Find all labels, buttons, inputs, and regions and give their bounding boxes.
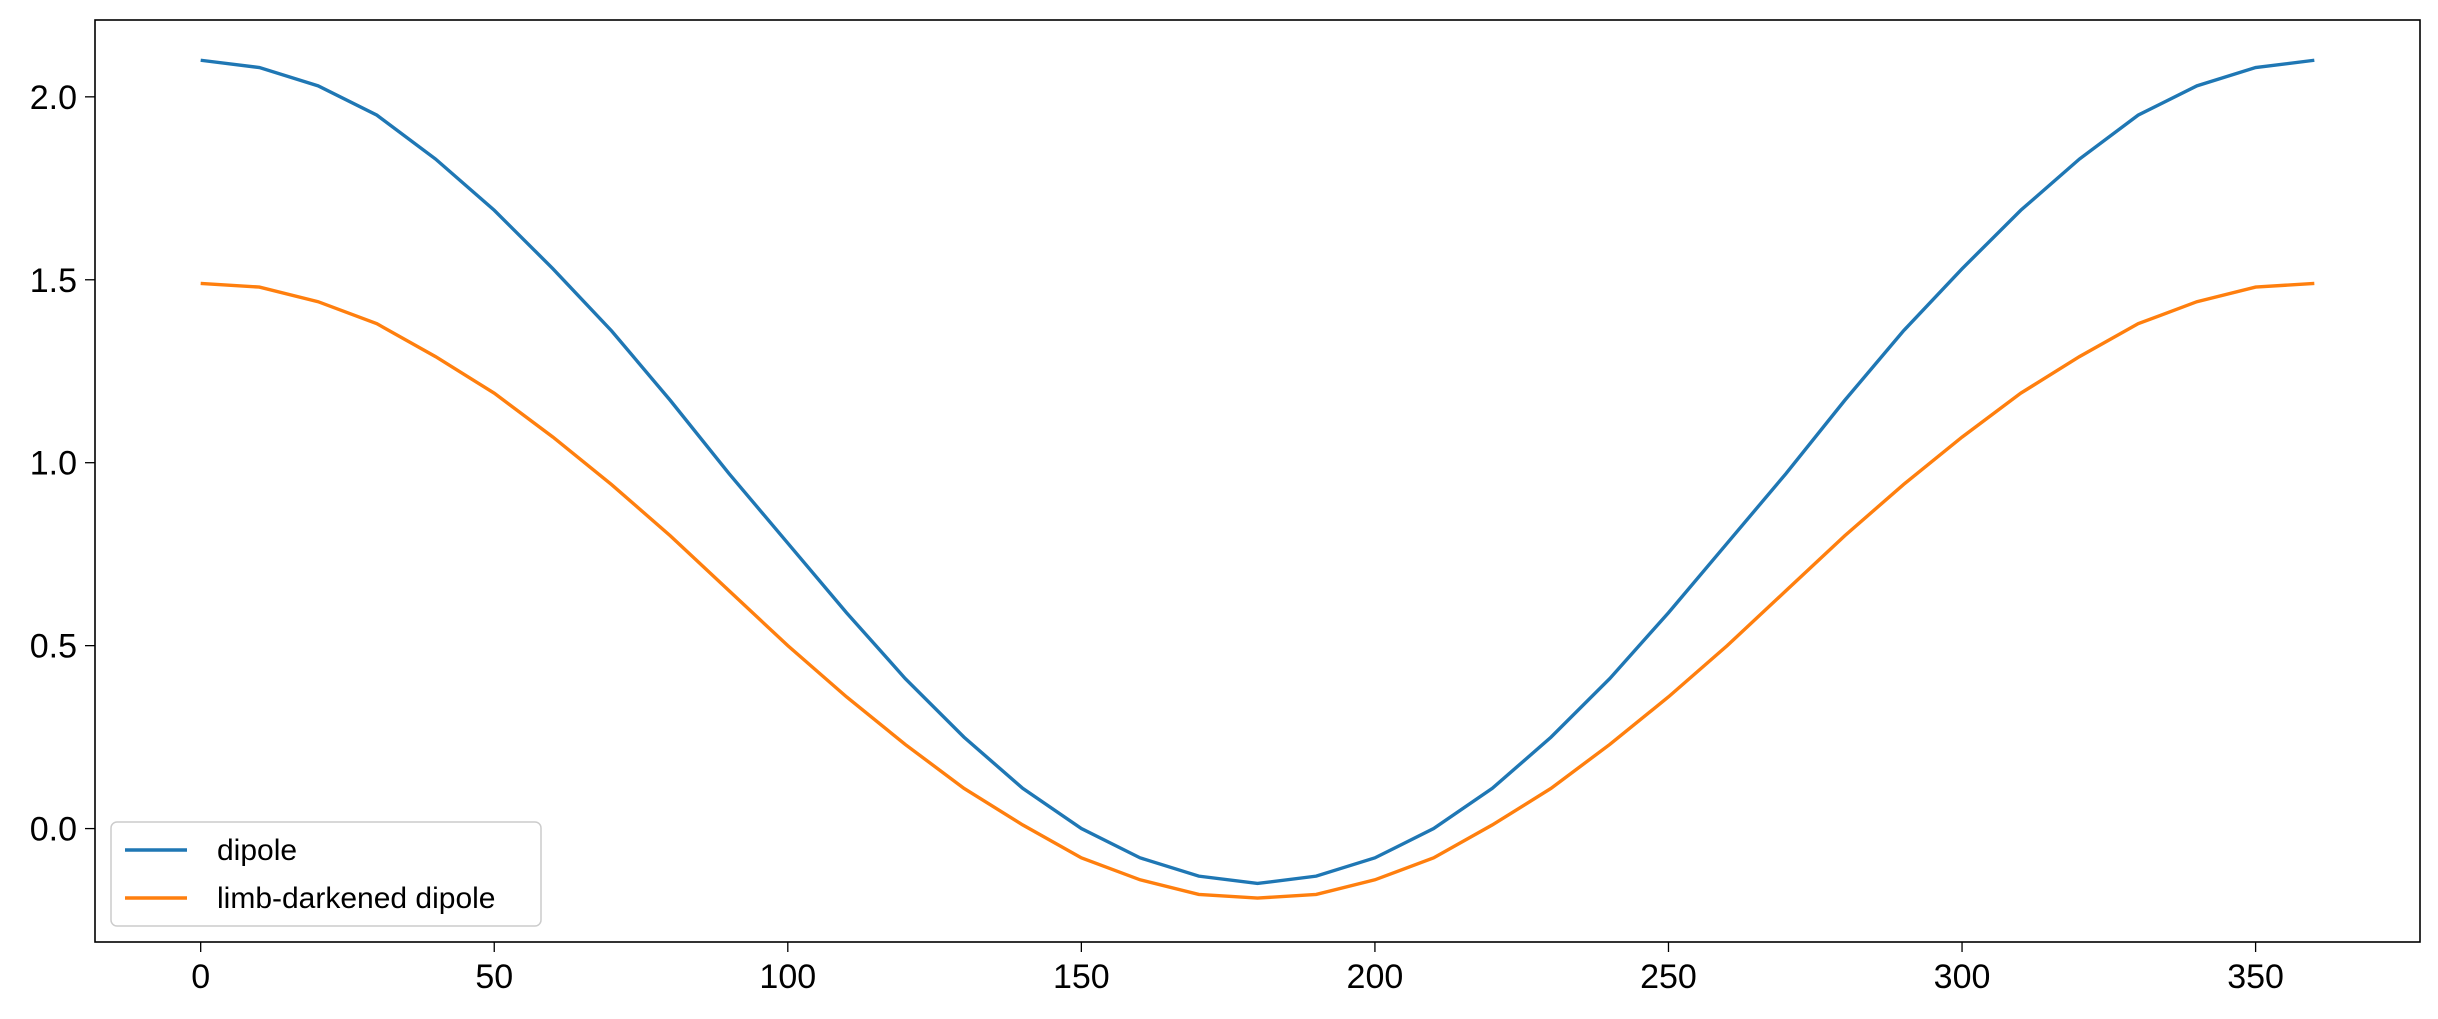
x-tick-label: 300	[1934, 958, 1991, 996]
plot-frame	[94, 19, 2421, 943]
y-tick-label: 1.0	[30, 445, 77, 483]
x-tick-label: 100	[759, 958, 816, 996]
legend-label: dipole	[217, 834, 297, 867]
y-tick-label: 2.0	[30, 79, 77, 117]
line-series	[200, 58, 2315, 886]
x-tick-label: 250	[1640, 958, 1697, 996]
x-tick-label: 150	[1053, 958, 1110, 996]
x-tick-label: 50	[475, 958, 513, 996]
x-tick-label: 0	[191, 958, 210, 996]
legend-box	[110, 821, 542, 927]
x-tick-label: 200	[1347, 958, 1404, 996]
x-tick-label: 350	[2227, 958, 2284, 996]
line-series	[200, 281, 2315, 900]
y-tick-label: 0.5	[30, 628, 77, 666]
y-tick-label: 1.5	[30, 262, 77, 300]
y-tick-label: 0.0	[30, 811, 77, 849]
legend-label: limb-darkened dipole	[217, 882, 496, 915]
